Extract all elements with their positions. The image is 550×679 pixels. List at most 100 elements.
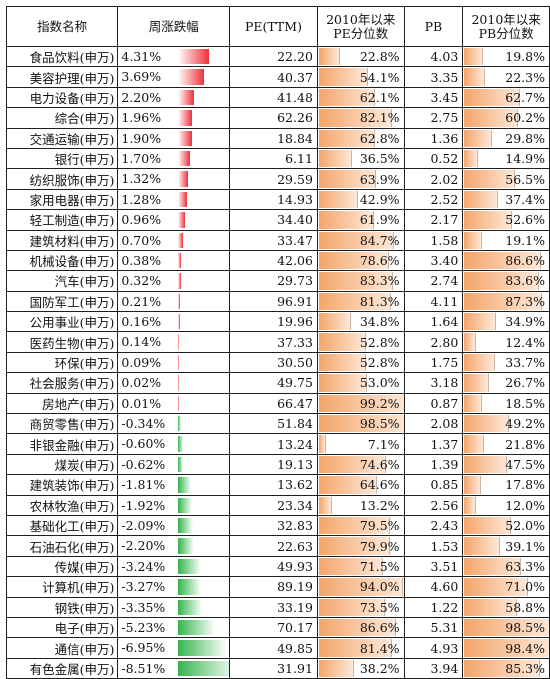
cell-pb: 1.22 — [403, 596, 464, 618]
cell-weekly-change: -2.20% — [117, 535, 231, 557]
cell-pe: 49.85 — [229, 637, 318, 659]
cell-index-name: 传媒(申万) — [5, 555, 119, 578]
cell-pb-percentile: 19.1% — [462, 229, 550, 251]
pb-percentile-value: 98.5% — [505, 620, 545, 636]
table-row: 机械设备(申万) 0.38% 42.06 78.6% 3.40 86.6% — [5, 249, 550, 272]
header-weekly-change: 周涨跌幅 — [117, 6, 231, 47]
cell-pb: 4.03 — [403, 45, 464, 68]
table-row: 医药生物(申万) 0.14% 37.33 52.8% 2.80 12.4% — [5, 331, 550, 353]
cell-index-name: 非银金融(申万) — [5, 433, 119, 455]
pb-percentile-value: 39.1% — [505, 538, 545, 554]
pb-percentile-value: 26.7% — [505, 375, 545, 391]
pe-percentile-value: 74.6% — [359, 457, 400, 472]
cell-weekly-change: -5.23% — [117, 616, 231, 639]
cell-pe: 70.17 — [229, 616, 318, 639]
cell-index-name: 轻工制造(申万) — [5, 209, 119, 231]
pb-percentile-bar — [464, 516, 512, 535]
change-value: -0.62% — [121, 456, 166, 472]
cell-weekly-change: 2.20% — [117, 86, 231, 109]
cell-pe: 6.11 — [229, 147, 318, 170]
header-pe-percentile: 2010年以来 PE分位数 — [316, 6, 405, 47]
valuation-table: 指数名称 周涨跌幅 PE(TTM) 2010年以来 PE分位数 PB 2010年以… — [5, 6, 550, 679]
change-bar-positive — [178, 273, 181, 289]
cell-index-name: 房地产(申万) — [5, 392, 119, 415]
cell-pb-percentile: 85.3% — [462, 657, 550, 679]
cell-pe: 31.91 — [229, 657, 318, 679]
table-row: 钢铁(申万) -3.35% 33.19 73.5% 1.22 58.8% — [5, 596, 550, 618]
cell-pb: 1.53 — [403, 535, 464, 557]
change-bar-negative — [178, 538, 194, 554]
cell-pe-percentile: 42.9% — [316, 188, 405, 211]
pe-percentile-value: 78.6% — [359, 253, 400, 269]
cell-pb: 2.56 — [403, 494, 464, 516]
pe-percentile-value: 94.0% — [359, 579, 400, 595]
change-value: -0.34% — [121, 416, 166, 432]
change-bar-positive — [178, 395, 180, 412]
pe-percentile-value: 64.6% — [359, 477, 400, 493]
change-value: 0.70% — [121, 232, 162, 248]
header-pb: PB — [403, 6, 464, 47]
pb-percentile-bar — [464, 476, 481, 494]
table-row: 电子(申万) -5.23% 70.17 86.6% 5.31 98.5% — [5, 616, 550, 639]
change-bar-negative — [178, 640, 228, 656]
header-pb-percentile-line1: 2010年以来 — [471, 11, 541, 27]
change-value: 4.31% — [121, 49, 162, 64]
cell-weekly-change: 1.28% — [117, 188, 231, 211]
table-row: 石油石化(申万) -2.20% 22.63 79.9% 1.53 39.1% — [5, 535, 550, 557]
cell-index-name: 农林牧渔(申万) — [5, 494, 119, 516]
pb-percentile-value: 63.3% — [505, 558, 545, 574]
change-value: 1.90% — [121, 130, 162, 146]
cell-pb: 2.52 — [403, 188, 464, 211]
cell-weekly-change: -3.27% — [117, 576, 231, 598]
cell-pb: 3.40 — [403, 249, 464, 272]
cell-pe: 62.26 — [229, 107, 318, 129]
pb-percentile-bar — [464, 190, 499, 209]
pb-percentile-value: 22.3% — [505, 69, 545, 85]
change-bar-positive — [178, 150, 191, 167]
cell-weekly-change: 1.90% — [117, 127, 231, 149]
pe-percentile-bar — [318, 251, 390, 270]
change-bar-negative — [178, 599, 202, 615]
cell-pb: 2.74 — [403, 270, 464, 292]
cell-weekly-change: 4.31% — [117, 45, 231, 68]
cell-pb-percentile: 71.0% — [462, 576, 550, 598]
cell-pe-percentile: 61.9% — [316, 209, 405, 231]
cell-pe: 13.24 — [229, 433, 318, 455]
pb-percentile-value: 21.8% — [505, 436, 545, 452]
pb-percentile-bar — [464, 88, 521, 107]
cell-pe: 40.37 — [229, 66, 318, 88]
pb-percentile-value: 62.7% — [505, 89, 545, 105]
pb-percentile-bar — [464, 618, 549, 637]
cell-pb: 1.36 — [403, 127, 464, 149]
pb-percentile-bar — [464, 251, 542, 270]
cell-weekly-change: -1.81% — [117, 474, 231, 496]
cell-pb-percentile: 18.5% — [462, 392, 550, 415]
cell-pe-percentile: 86.6% — [316, 616, 405, 639]
cell-pb-percentile: 98.5% — [462, 616, 550, 639]
cell-pe-percentile: 62.8% — [316, 127, 405, 149]
cell-pe-percentile: 79.9% — [316, 535, 405, 557]
cell-pe-percentile: 73.5% — [316, 596, 405, 618]
table-row: 农林牧渔(申万) -1.92% 23.34 13.2% 2.56 12.0% — [5, 494, 550, 516]
pe-percentile-value: 73.5% — [359, 599, 400, 615]
cell-pe: 18.84 — [229, 127, 318, 149]
valuation-table-container: 指数名称 周涨跌幅 PE(TTM) 2010年以来 PE分位数 PB 2010年以… — [5, 6, 550, 679]
cell-index-name: 综合(申万) — [5, 107, 119, 129]
pb-percentile-bar — [464, 313, 496, 331]
pe-percentile-value: 34.8% — [359, 314, 400, 330]
pe-percentile-bar — [318, 516, 390, 535]
change-bar-negative — [178, 436, 183, 452]
change-bar-negative — [178, 416, 181, 432]
pe-percentile-value: 83.3% — [359, 273, 400, 289]
cell-pe: 30.50 — [229, 351, 318, 374]
pe-percentile-value: 81.3% — [359, 293, 400, 309]
cell-pe-percentile: 22.8% — [316, 45, 405, 68]
pe-percentile-bar — [318, 109, 393, 127]
change-value: -6.95% — [121, 640, 166, 656]
pe-percentile-bar — [318, 455, 386, 474]
cell-pb-percentile: 52.6% — [462, 209, 550, 231]
change-bar-positive — [178, 49, 209, 65]
pb-percentile-value: 52.6% — [505, 212, 545, 228]
cell-pb: 4.60 — [403, 576, 464, 598]
pb-percentile-bar — [464, 557, 521, 576]
